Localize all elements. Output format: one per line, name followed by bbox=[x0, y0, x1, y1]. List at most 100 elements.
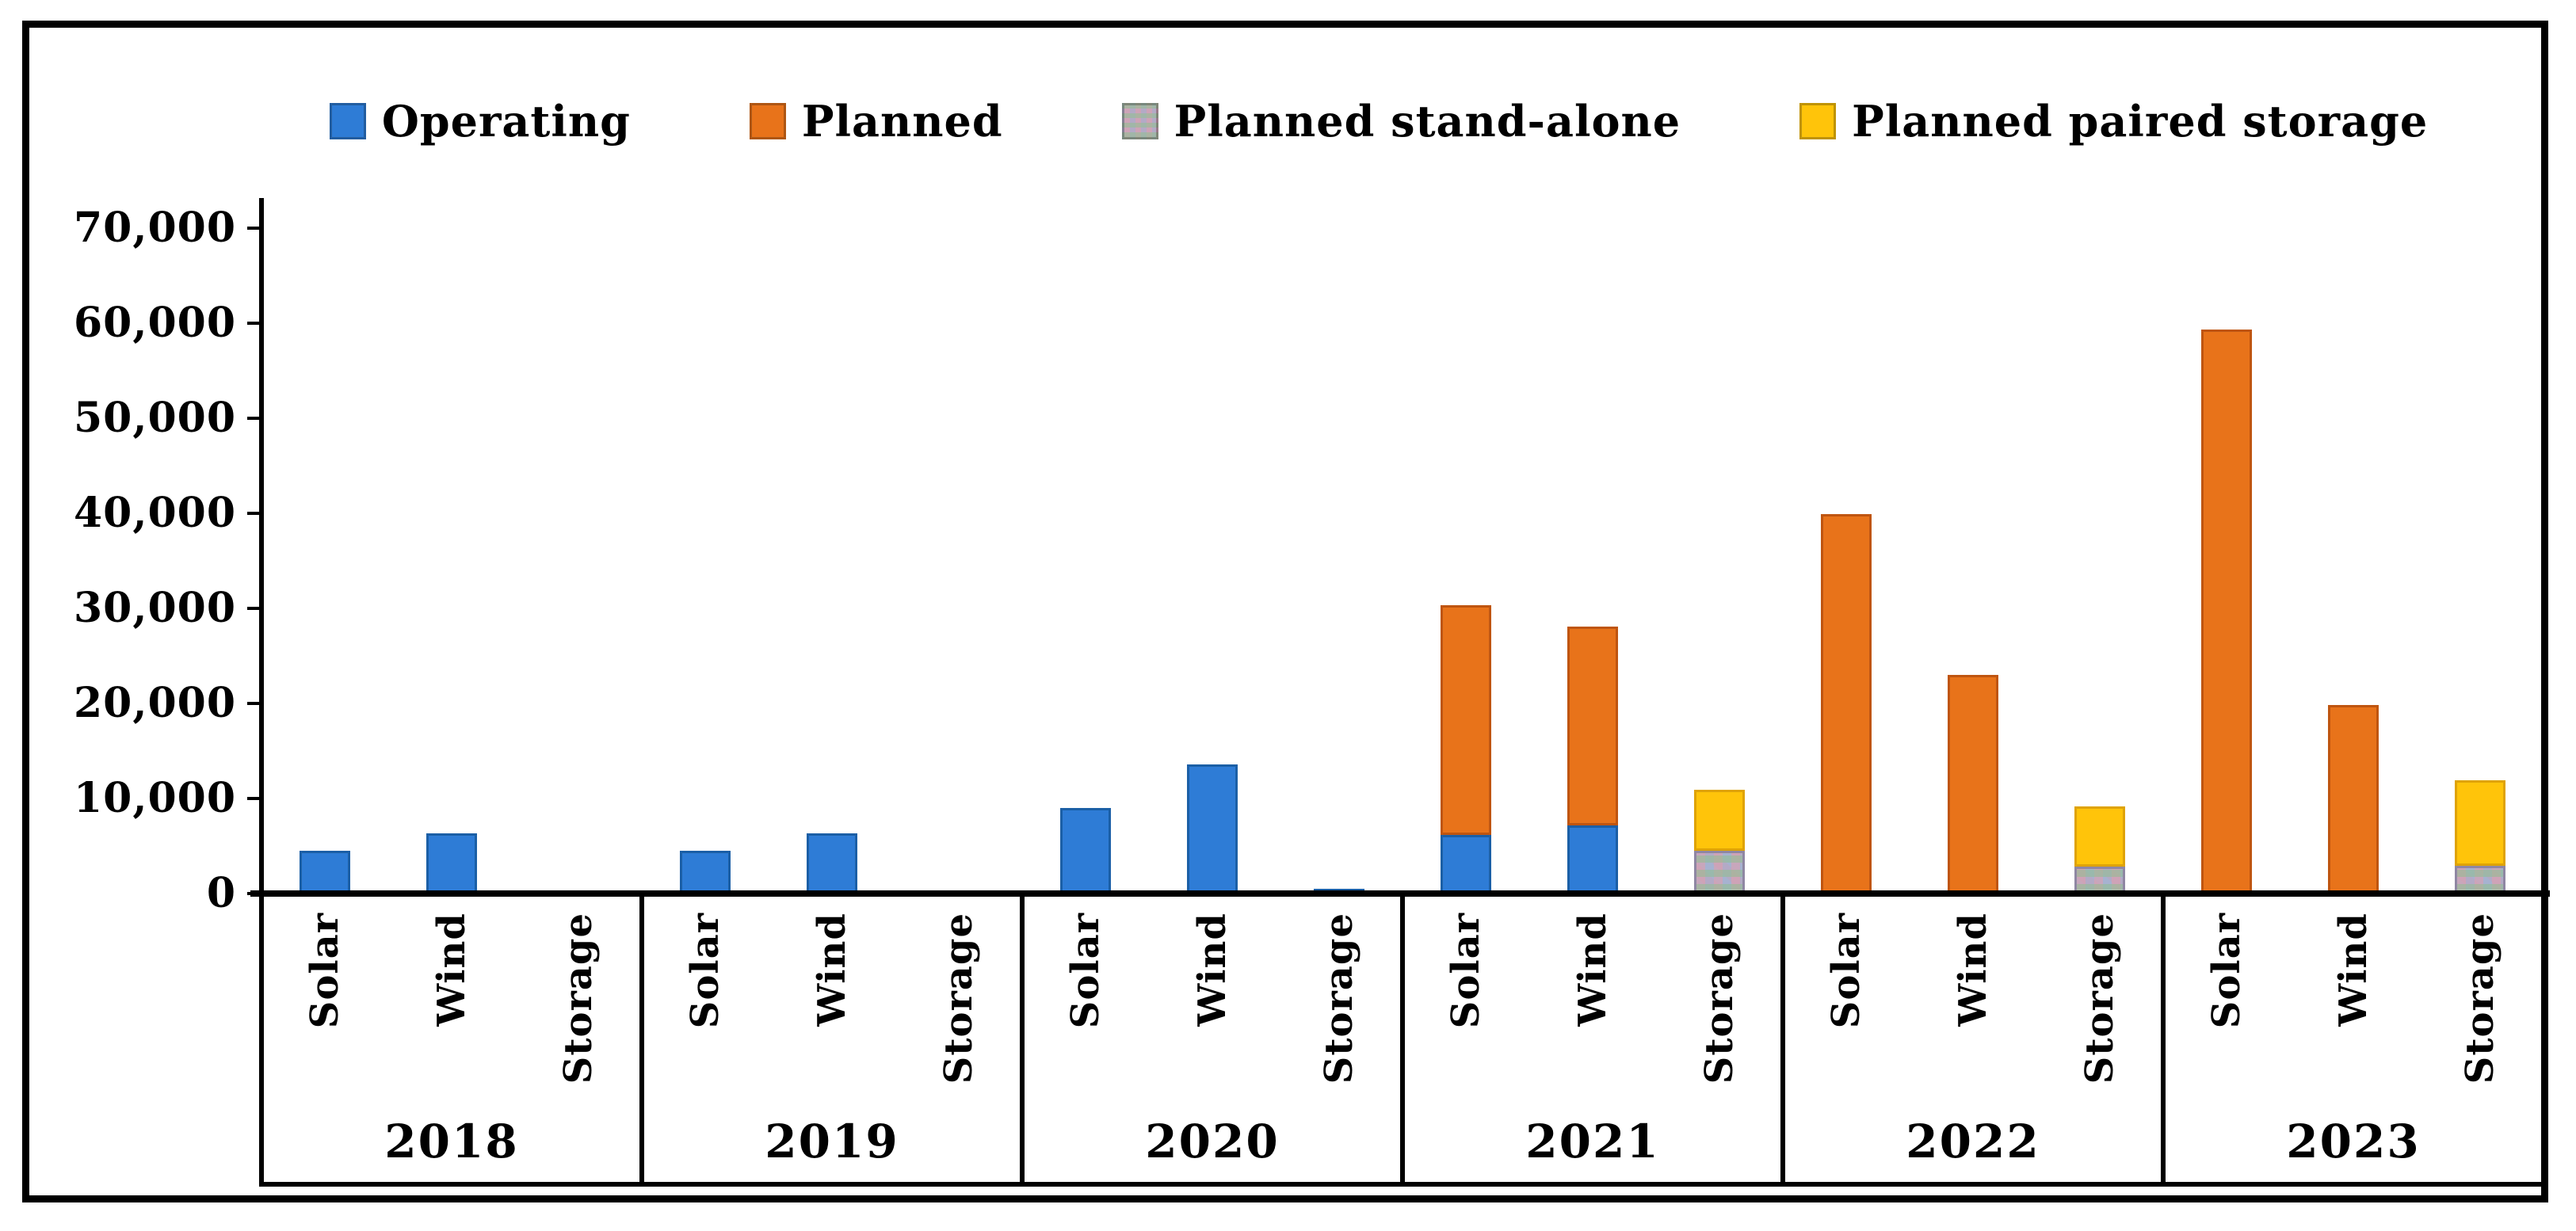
operating-swatch-icon bbox=[329, 103, 366, 139]
bar-cell-2018-storage bbox=[515, 228, 642, 894]
legend-item-planned: Planned bbox=[749, 96, 1003, 147]
bar-segment-planned-stand-alone bbox=[2074, 867, 2125, 894]
bar-segment-planned bbox=[1567, 627, 1618, 825]
bar-2021-solar bbox=[1441, 605, 1491, 894]
y-axis-tick bbox=[247, 227, 260, 230]
bar-cell-2020-solar bbox=[1022, 228, 1149, 894]
bar-segment-operating bbox=[680, 851, 731, 894]
legend-label: Planned bbox=[801, 96, 1003, 147]
bar-segment-planned-paired-storage bbox=[2074, 806, 2125, 867]
bar-2020-solar bbox=[1060, 808, 1111, 894]
bar-segment-operating bbox=[1567, 825, 1618, 894]
category-label-wind: Wind bbox=[1570, 913, 1615, 1027]
category-label-box: Solar bbox=[2163, 913, 2290, 1111]
bar-2022-storage bbox=[2074, 806, 2125, 894]
bar-2023-wind bbox=[2328, 705, 2379, 894]
y-axis-line bbox=[259, 198, 264, 897]
y-axis-tick bbox=[247, 322, 260, 325]
bar-2019-solar bbox=[680, 851, 731, 894]
category-label-box: Solar bbox=[261, 913, 388, 1111]
category-label-box: Solar bbox=[1783, 913, 1910, 1111]
legend-label: Planned stand-alone bbox=[1174, 96, 1681, 147]
bar-segment-operating bbox=[1441, 835, 1491, 894]
category-label-solar: Solar bbox=[1824, 913, 1868, 1029]
bar-segment-planned-stand-alone bbox=[1694, 851, 1745, 894]
y-axis-tick-label: 30,000 bbox=[73, 584, 236, 632]
category-divider bbox=[259, 894, 264, 1187]
bar-segment-planned bbox=[1948, 675, 1998, 894]
legend-label: Planned paired storage bbox=[1852, 96, 2429, 147]
category-label-box: Storage bbox=[2417, 913, 2544, 1111]
y-axis-tick-label: 10,000 bbox=[73, 774, 236, 822]
category-label-box: Storage bbox=[895, 913, 1022, 1111]
category-label-box: Storage bbox=[1276, 913, 1402, 1111]
y-axis-tick-label: 20,000 bbox=[73, 679, 236, 727]
bar-cell-2022-storage bbox=[2036, 228, 2163, 894]
bar-group-2018 bbox=[261, 228, 642, 894]
bar-cell-2019-solar bbox=[642, 228, 769, 894]
bar-cell-2022-solar bbox=[1783, 228, 1910, 894]
figure-border bbox=[22, 21, 2548, 1202]
category-label-solar: Solar bbox=[1444, 913, 1488, 1029]
category-label-box: Solar bbox=[1402, 913, 1529, 1111]
year-label-2021: 2021 bbox=[1525, 1115, 1660, 1168]
category-divider bbox=[2541, 894, 2546, 1187]
bar-segment-planned-paired-storage bbox=[1694, 790, 1745, 851]
legend-item-planned-stand-alone: Planned stand-alone bbox=[1121, 96, 1681, 147]
bar-2020-wind bbox=[1187, 764, 1238, 894]
legend: Operating Planned Planned stand-alone Plann… bbox=[238, 86, 2520, 157]
year-label-2020: 2020 bbox=[1145, 1115, 1280, 1168]
category-divider bbox=[1020, 894, 1025, 1187]
category-label-solar: Solar bbox=[2204, 913, 2249, 1029]
bar-cell-2021-wind bbox=[1529, 228, 1656, 894]
bar-cell-2018-solar bbox=[261, 228, 388, 894]
category-label-solar: Solar bbox=[683, 913, 727, 1029]
y-axis-tick-label: 0 bbox=[206, 869, 236, 917]
bar-cell-2023-solar bbox=[2163, 228, 2290, 894]
category-divider bbox=[1780, 894, 1785, 1187]
bar-2022-wind bbox=[1948, 675, 1998, 894]
category-label-box: Storage bbox=[1656, 913, 1783, 1111]
planned-paired-storage-swatch-icon bbox=[1799, 103, 1837, 139]
bar-segment-operating bbox=[1187, 764, 1238, 894]
category-label-wind: Wind bbox=[1190, 913, 1235, 1027]
bar-2022-solar bbox=[1821, 514, 1872, 894]
category-divider bbox=[1400, 894, 1405, 1187]
bar-cell-2021-storage bbox=[1656, 228, 1783, 894]
category-label-wind: Wind bbox=[1951, 913, 1995, 1027]
bar-cell-2021-solar bbox=[1402, 228, 1529, 894]
category-divider bbox=[2161, 894, 2166, 1187]
bar-segment-operating bbox=[426, 833, 477, 894]
category-label-box: Wind bbox=[1910, 913, 2036, 1111]
bar-2021-wind bbox=[1567, 627, 1618, 894]
legend-item-operating: Operating bbox=[329, 96, 631, 147]
category-label-wind: Wind bbox=[810, 913, 854, 1027]
category-label-box: Solar bbox=[1022, 913, 1149, 1111]
bar-cell-2019-storage bbox=[895, 228, 1022, 894]
category-label-storage: Storage bbox=[937, 913, 981, 1084]
category-label-storage: Storage bbox=[2078, 913, 2122, 1084]
planned-swatch-icon bbox=[749, 103, 786, 139]
year-label-2019: 2019 bbox=[765, 1115, 899, 1168]
bar-cell-2020-wind bbox=[1149, 228, 1276, 894]
legend-label: Operating bbox=[381, 96, 631, 147]
bar-group-2019 bbox=[642, 228, 1022, 894]
bar-2019-wind bbox=[807, 833, 857, 894]
y-axis-tick-label: 50,000 bbox=[73, 394, 236, 442]
category-label-box: Storage bbox=[2036, 913, 2163, 1111]
category-label-box: Wind bbox=[388, 913, 515, 1111]
category-label-storage: Storage bbox=[1697, 913, 1742, 1084]
category-label-storage: Storage bbox=[556, 913, 601, 1084]
category-label-box: Wind bbox=[769, 913, 895, 1111]
bar-2023-storage bbox=[2455, 780, 2505, 894]
bar-group-2023 bbox=[2163, 228, 2544, 894]
y-axis-tick bbox=[247, 417, 260, 420]
y-axis-tick bbox=[247, 607, 260, 610]
category-label-solar: Solar bbox=[303, 913, 347, 1029]
category-label-wind: Wind bbox=[429, 913, 474, 1027]
bar-segment-planned bbox=[2328, 705, 2379, 894]
bar-segment-operating bbox=[1060, 808, 1111, 894]
year-label-2022: 2022 bbox=[1906, 1115, 2040, 1168]
bar-cell-2023-wind bbox=[2290, 228, 2417, 894]
year-label-2018: 2018 bbox=[384, 1115, 519, 1168]
